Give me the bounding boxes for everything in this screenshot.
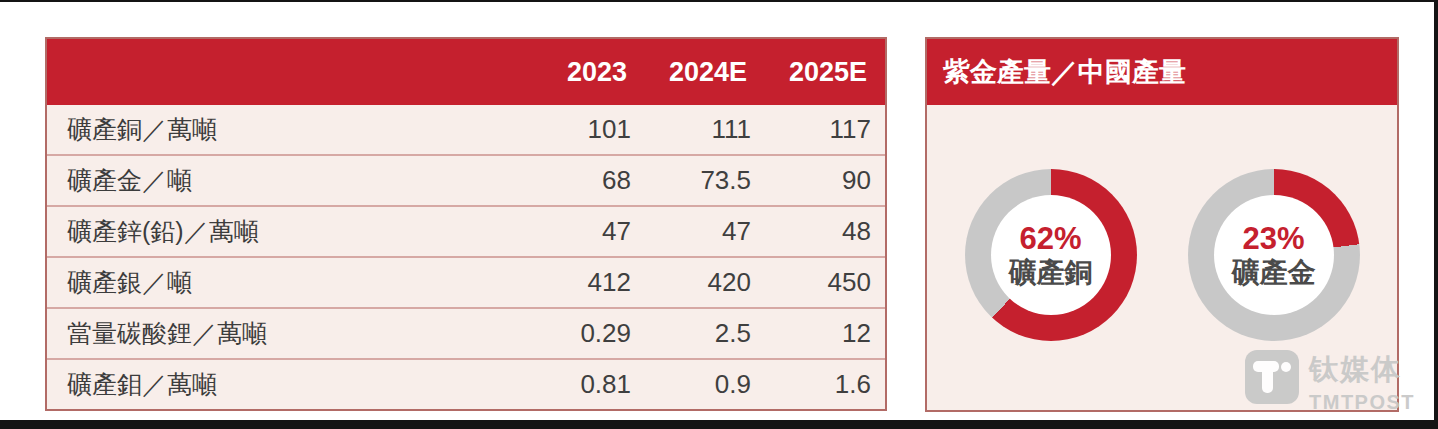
donut-charts-area: 62% 礦產銅 23% 礦產金 bbox=[927, 105, 1397, 341]
cell-value: 47 bbox=[631, 216, 751, 247]
cell-value: 68 bbox=[511, 165, 631, 196]
table-row: 礦產銅／萬噸 101 111 117 bbox=[47, 105, 885, 154]
row-label: 礦產鋅(鉛)／萬噸 bbox=[47, 215, 511, 248]
cell-value: 412 bbox=[511, 267, 631, 298]
table-row: 當量碳酸鋰／萬噸 0.29 2.5 12 bbox=[47, 307, 885, 358]
table-row: 礦產鉬／萬噸 0.81 0.9 1.6 bbox=[47, 358, 885, 409]
cell-value: 1.6 bbox=[751, 369, 871, 400]
cell-value: 420 bbox=[631, 267, 751, 298]
table-body: 礦產銅／萬噸 101 111 117 礦產金／噸 68 73.5 90 礦產鋅(… bbox=[47, 105, 885, 409]
row-label: 礦產金／噸 bbox=[47, 164, 511, 197]
cell-value: 0.81 bbox=[511, 369, 631, 400]
donut-series-name: 礦產金 bbox=[1232, 257, 1316, 289]
table-row: 礦產鋅(鉛)／萬噸 47 47 48 bbox=[47, 205, 885, 256]
column-header-2025e: 2025E bbox=[747, 57, 867, 88]
watermark-cn-name: 钛媒体 bbox=[1309, 350, 1415, 390]
donut-chart-copper: 62% 礦產銅 bbox=[965, 169, 1137, 341]
donut-series-name: 礦產銅 bbox=[1009, 257, 1093, 289]
logo-t-stem bbox=[1262, 361, 1273, 393]
donut-panel-header: 紫金產量／中國產量 bbox=[927, 39, 1397, 105]
table-row: 礦產金／噸 68 73.5 90 bbox=[47, 154, 885, 205]
column-header-2023: 2023 bbox=[507, 57, 627, 88]
donut-chart-gold: 23% 礦產金 bbox=[1188, 169, 1360, 341]
donut-panel-title: 紫金產量／中國產量 bbox=[943, 54, 1186, 90]
row-label: 礦產銀／噸 bbox=[47, 266, 511, 299]
cell-value: 101 bbox=[511, 114, 631, 145]
frame-right-line bbox=[1434, 0, 1438, 429]
cell-value: 48 bbox=[751, 216, 871, 247]
donut-percent-value: 23% bbox=[1242, 221, 1304, 257]
cell-value: 47 bbox=[511, 216, 631, 247]
frame-bottom-line bbox=[0, 420, 1438, 429]
cell-value: 73.5 bbox=[631, 165, 751, 196]
donut-percent-value: 62% bbox=[1019, 221, 1081, 257]
logo-dot bbox=[1281, 362, 1291, 372]
watermark-en-name: TMTPOST bbox=[1309, 391, 1415, 414]
cell-value: 0.9 bbox=[631, 369, 751, 400]
tmtpost-watermark: 钛媒体 TMTPOST bbox=[1245, 350, 1415, 414]
cell-value: 450 bbox=[751, 267, 871, 298]
column-header-2024e: 2024E bbox=[627, 57, 747, 88]
table-row: 礦產銀／噸 412 420 450 bbox=[47, 256, 885, 307]
frame-top-line bbox=[0, 0, 1438, 2]
cell-value: 0.29 bbox=[511, 318, 631, 349]
production-table-panel: 2023 2024E 2025E 礦產銅／萬噸 101 111 117 礦產金／… bbox=[45, 37, 887, 411]
row-label: 當量碳酸鋰／萬噸 bbox=[47, 317, 511, 350]
donut-center-label: 23% 礦產金 bbox=[1214, 195, 1334, 315]
row-label: 礦產鉬／萬噸 bbox=[47, 368, 511, 401]
infographic-page: 2023 2024E 2025E 礦產銅／萬噸 101 111 117 礦產金／… bbox=[0, 0, 1438, 429]
cell-value: 12 bbox=[751, 318, 871, 349]
cell-value: 2.5 bbox=[631, 318, 751, 349]
watermark-text: 钛媒体 TMTPOST bbox=[1309, 350, 1415, 414]
cell-value: 111 bbox=[631, 114, 751, 145]
row-label: 礦產銅／萬噸 bbox=[47, 113, 511, 146]
donut-center-label: 62% 礦產銅 bbox=[991, 195, 1111, 315]
cell-value: 117 bbox=[751, 114, 871, 145]
table-header-row: 2023 2024E 2025E bbox=[47, 39, 885, 105]
cell-value: 90 bbox=[751, 165, 871, 196]
tmtpost-logo-icon bbox=[1245, 350, 1299, 404]
